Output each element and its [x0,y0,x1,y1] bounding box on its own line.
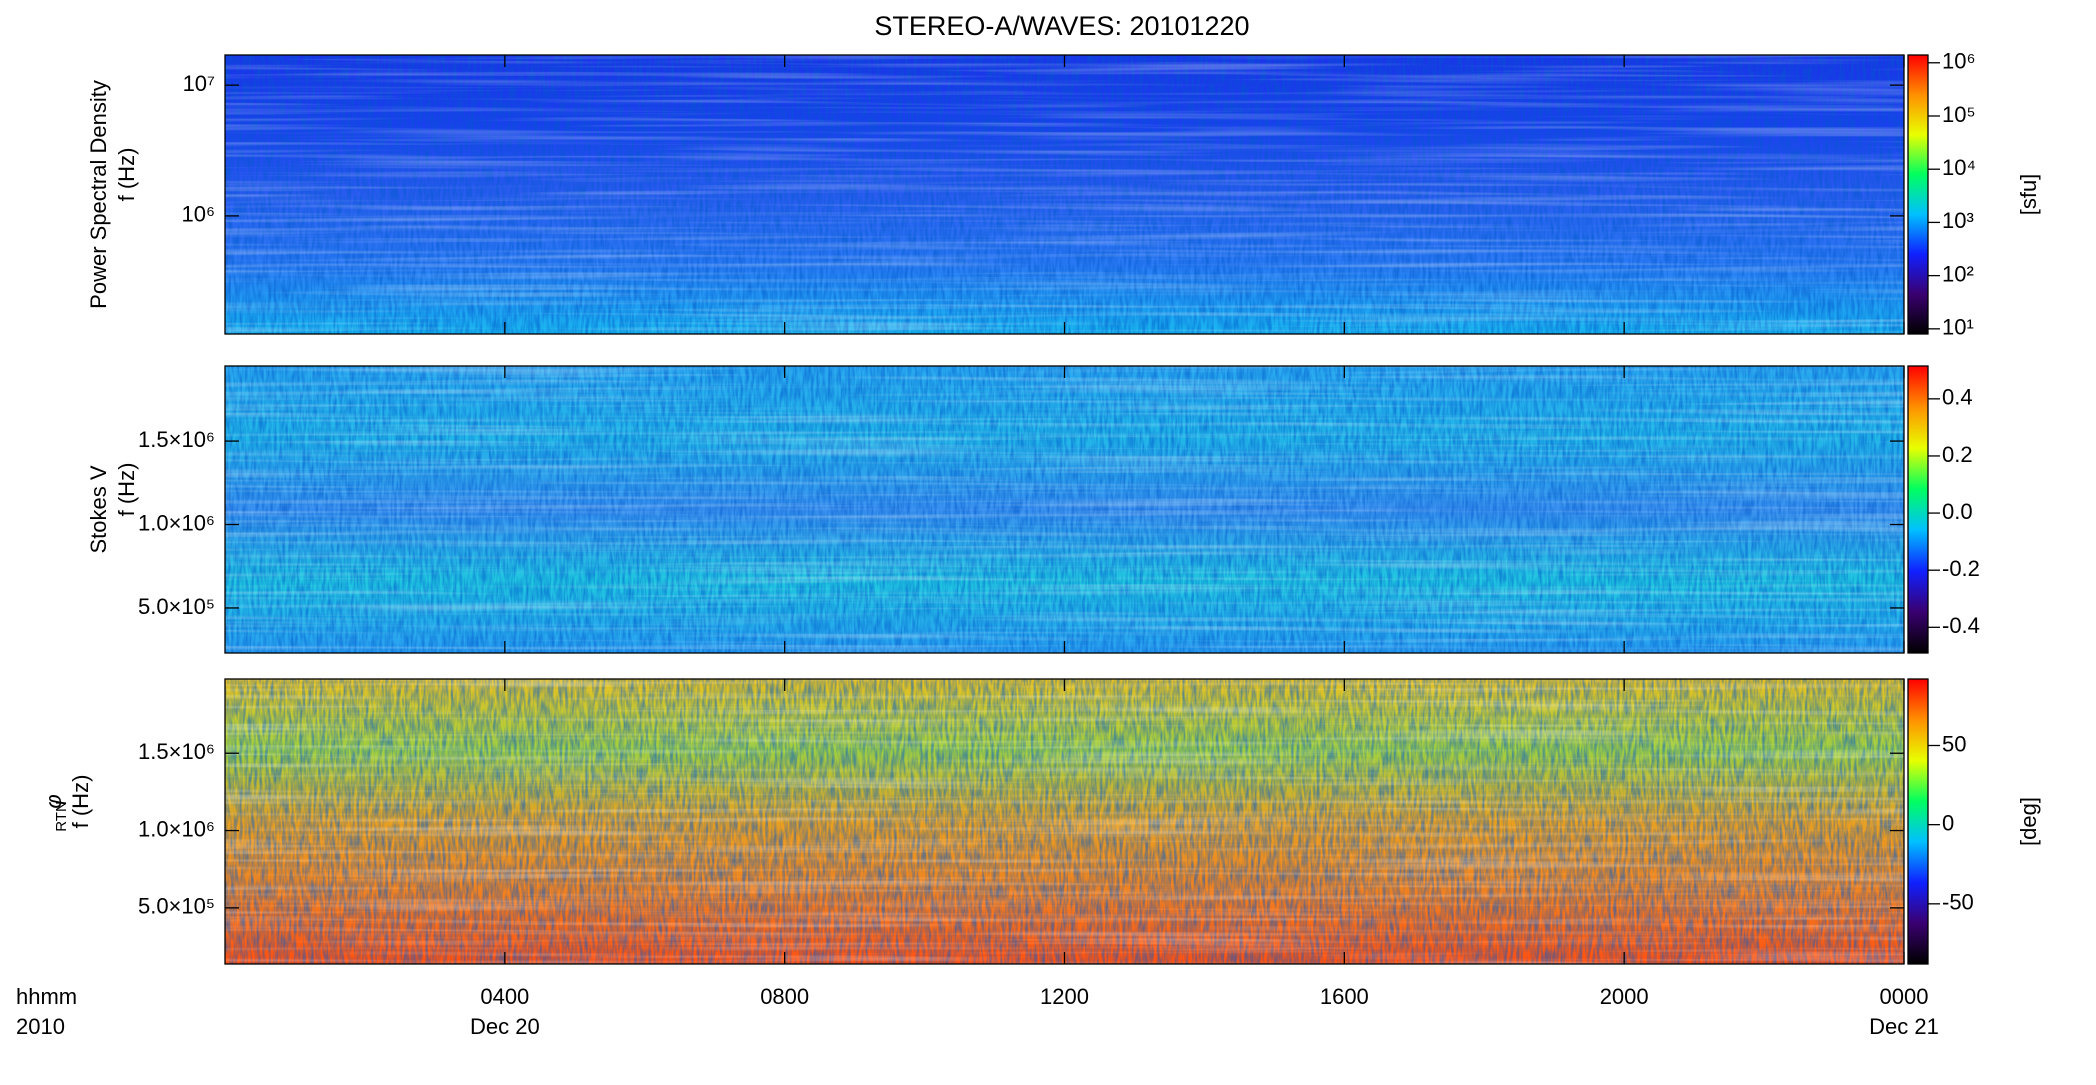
y-tick-label: 5.0×10⁵ [138,594,215,619]
x-tick-label: 2000 [1600,984,1649,1009]
colorbar-tick-label: 0.2 [1942,442,1973,467]
colorbar [1907,54,1929,335]
colorbar [1907,678,1929,965]
colorbar-tick-label: 10³ [1942,208,1974,233]
colorbar-tick-label: 0.4 [1942,385,1973,410]
y-label-unit: f (Hz) [114,148,139,202]
colorbar-tick-label: 0 [1942,810,1954,835]
x-axis-label: hhmm [16,984,77,1009]
x-tick-label: 1600 [1320,984,1369,1009]
y-label-symbol: φ [41,794,66,808]
y-label-unit: f (Hz) [68,775,93,829]
x-axis-label: 2010 [16,1014,65,1039]
x-date-label: Dec 20 [470,1014,540,1039]
y-label: Power Spectral Density [86,80,111,309]
figure-title: STEREO-A/WAVES: 20101220 [874,11,1249,41]
y-tick-label: 1.5×10⁶ [138,739,215,764]
y-tick-label: 5.0×10⁵ [138,894,215,919]
colorbar-tick-label: 10¹ [1942,315,1974,340]
y-tick-label: 1.0×10⁶ [138,510,215,535]
colorbar-tick-label: 10² [1942,261,1974,286]
y-tick-label: 1.0×10⁶ [138,816,215,841]
colorbar-tick-label: 10⁴ [1942,155,1976,180]
colorbar [1907,365,1929,654]
y-label-unit: f (Hz) [114,463,139,517]
colorbar-tick-label: 50 [1942,731,1966,756]
x-tick-label: 0000 [1880,984,1929,1009]
colorbar-tick-label: 10⁶ [1942,49,1976,74]
colorbar-tick-label: -0.4 [1942,613,1980,638]
y-label-subscript: RTN [53,801,70,832]
y-tick-label: 10⁷ [183,71,215,96]
y-tick-label: 1.5×10⁶ [138,427,215,452]
colorbar-label: [deg] [2016,797,2041,846]
colorbar-tick-label: 0.0 [1942,499,1973,524]
colorbar-tick-label: -50 [1942,890,1974,915]
y-tick-label: 10⁶ [181,202,215,227]
colorbar-tick-label: -0.2 [1942,556,1980,581]
colorbar-tick-label: 10⁵ [1942,102,1976,127]
x-date-label: Dec 21 [1869,1014,1939,1039]
x-tick-label: 0400 [480,984,529,1009]
colorbar-label: [sfu] [2016,174,2041,216]
x-tick-label: 1200 [1040,984,1089,1009]
spectrogram-streaks [225,679,1904,964]
y-label: Stokes V [86,465,111,553]
spectrogram-streaks [225,55,1904,334]
spectrogram-streaks [225,366,1904,653]
x-tick-label: 0800 [760,984,809,1009]
